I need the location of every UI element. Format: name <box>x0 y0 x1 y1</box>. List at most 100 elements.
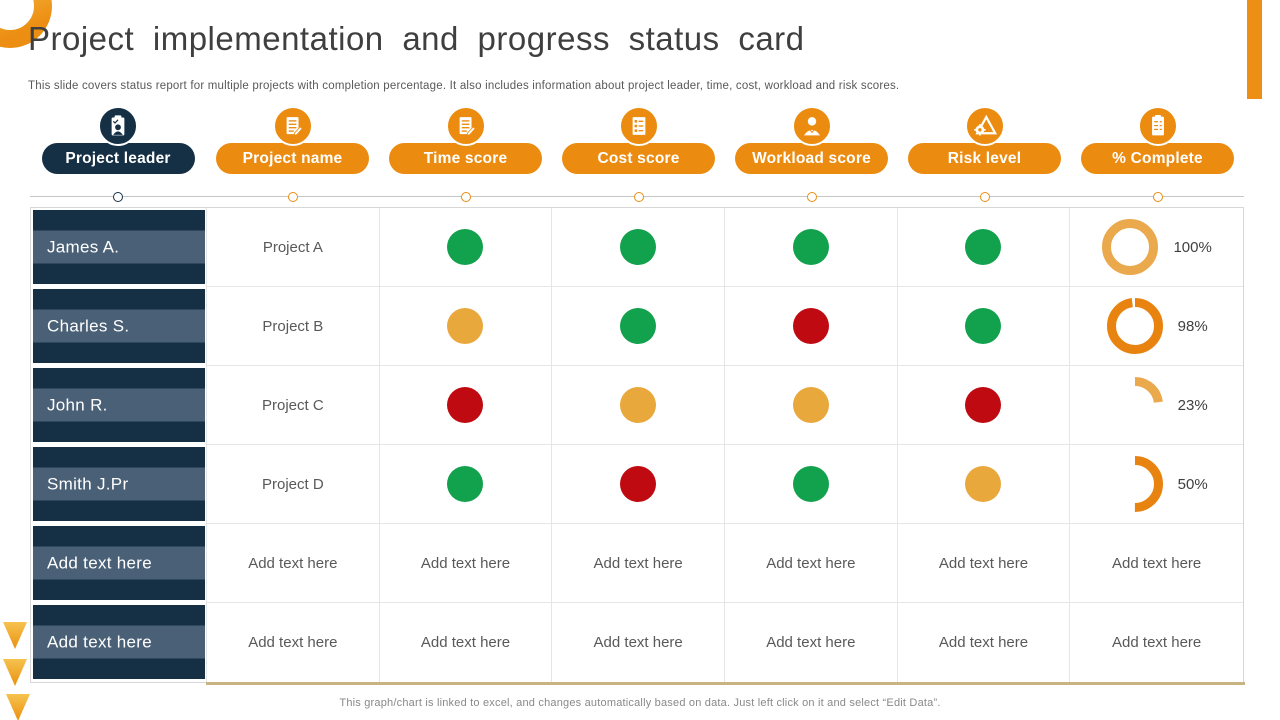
percent-complete-cell: 98% <box>1070 287 1243 366</box>
footer-note: This graph/chart is linked to excel, and… <box>339 697 941 709</box>
placeholder-text: Add text here <box>420 634 511 651</box>
placeholder-cell[interactable]: Add text here <box>1070 524 1243 603</box>
project-name-cell[interactable]: Add text here <box>207 603 380 682</box>
column-header-time-score: Time score <box>379 106 552 174</box>
leader-cell[interactable]: Add text here <box>31 603 207 682</box>
leader-cell: Smith J.Pr <box>31 445 207 524</box>
risk-level-cell <box>897 208 1071 287</box>
placeholder-cell[interactable]: Add text here <box>552 603 725 682</box>
checklist-icon <box>618 106 659 146</box>
leader-cell-background: James A. <box>33 210 205 284</box>
status-dot-amber <box>620 387 657 423</box>
table-header-row: Project leader Project name Time score C… <box>30 106 1244 174</box>
connector-dot <box>633 192 644 202</box>
risk-level-cell <box>897 445 1071 524</box>
placeholder-cell[interactable]: Add text here <box>725 603 898 682</box>
leader-name: Smith J.Pr <box>33 467 205 501</box>
status-dot-red <box>965 387 1002 423</box>
top-right-bar-decoration <box>1247 0 1262 99</box>
time-score-cell <box>379 366 553 445</box>
project-name: Add text here <box>248 554 338 572</box>
placeholder-text: Add text here <box>593 634 683 651</box>
placeholder-cell[interactable]: Add text here <box>379 524 553 603</box>
leader-cell[interactable]: Add text here <box>31 524 207 603</box>
placeholder-text: Add text here <box>1112 634 1202 651</box>
project-name-cell: Project B <box>207 287 380 366</box>
leader-name[interactable]: Add text here <box>33 546 205 580</box>
column-pill-workload-score: Workload score <box>735 143 888 174</box>
risk-level-cell <box>897 287 1071 366</box>
project-name: Project A <box>262 238 323 256</box>
project-name-cell[interactable]: Add text here <box>207 524 380 603</box>
percent-complete-cell: 50% <box>1070 445 1243 524</box>
progress-ring <box>1106 455 1164 513</box>
column-pill-project-name: Project name <box>216 143 369 174</box>
placeholder-cell[interactable]: Add text here <box>725 524 898 603</box>
status-dot-green <box>792 466 829 502</box>
time-score-cell <box>379 287 553 366</box>
column-pill-percent-complete: % Complete <box>1081 143 1234 174</box>
leader-cell-background: Smith J.Pr <box>33 447 205 521</box>
column-header-percent-complete: % Complete <box>1071 106 1244 174</box>
placeholder-text: Add text here <box>938 554 1029 572</box>
placeholder-text: Add text here <box>420 554 511 572</box>
connector-dots <box>30 192 1244 202</box>
progress-ring <box>1101 218 1159 276</box>
progress-label: 98% <box>1177 317 1208 335</box>
clipboard-person-icon <box>98 106 138 146</box>
triangle-icon <box>3 622 27 649</box>
placeholder-cell[interactable]: Add text here <box>380 603 553 682</box>
leader-name[interactable]: Add text here <box>33 625 205 659</box>
triangle-icon <box>3 659 27 686</box>
workload-score-cell <box>725 287 898 366</box>
connector-dot <box>113 192 123 202</box>
status-dot-red <box>792 308 829 344</box>
page-title: Project implementation and progress stat… <box>28 20 805 57</box>
leader-cell: James A. <box>31 208 207 287</box>
leader-cell-background: John R. <box>33 368 205 442</box>
column-header-risk-level: Risk level <box>898 106 1071 174</box>
placeholder-cell[interactable]: Add text here <box>897 524 1071 603</box>
status-dot-green <box>447 466 484 502</box>
column-header-workload-score: Workload score <box>725 106 898 174</box>
status-dot-green <box>792 229 829 265</box>
cost-score-cell <box>552 445 725 524</box>
placeholder-cell[interactable]: Add text here <box>552 524 725 603</box>
status-dot-amber <box>447 308 484 344</box>
progress-label: 50% <box>1177 475 1208 493</box>
risk-level-cell <box>897 366 1071 445</box>
cost-score-cell <box>552 287 725 366</box>
progress-ring <box>1106 297 1164 355</box>
placeholder-cell[interactable]: Add text here <box>1070 603 1243 682</box>
document-pencil-icon <box>445 106 486 146</box>
time-score-cell <box>379 445 553 524</box>
placeholder-text: Add text here <box>766 554 856 572</box>
column-header-project-name: Project name <box>206 106 379 174</box>
workload-score-cell <box>725 445 898 524</box>
connector-dot <box>806 192 817 202</box>
status-table[interactable]: James A. Project A 100% Charles S. Project … <box>30 207 1244 683</box>
column-pill-time-score: Time score <box>389 143 542 174</box>
progress-ring <box>1106 376 1164 434</box>
time-score-cell <box>379 208 553 287</box>
project-name: Add text here <box>248 634 338 651</box>
placeholder-text: Add text here <box>1112 554 1202 572</box>
connector-dot <box>460 192 471 202</box>
status-dot-green <box>620 229 657 265</box>
placeholder-text: Add text here <box>766 634 856 651</box>
cost-score-cell <box>552 208 725 287</box>
placeholder-text: Add text here <box>938 634 1029 651</box>
status-dot-green <box>965 229 1002 265</box>
placeholder-cell[interactable]: Add text here <box>898 603 1071 682</box>
placeholder-text: Add text here <box>593 554 683 572</box>
column-pill-project-leader: Project leader <box>41 143 195 174</box>
workload-score-cell <box>725 366 898 445</box>
person-icon <box>791 106 832 146</box>
leader-cell-background: Charles S. <box>33 289 205 363</box>
progress-label: 23% <box>1177 396 1208 414</box>
status-dot-amber <box>965 466 1002 502</box>
status-dot-amber <box>792 387 829 423</box>
leader-name: John R. <box>33 388 205 422</box>
percent-complete-cell: 100% <box>1070 208 1243 287</box>
column-pill-cost-score: Cost score <box>562 143 715 174</box>
